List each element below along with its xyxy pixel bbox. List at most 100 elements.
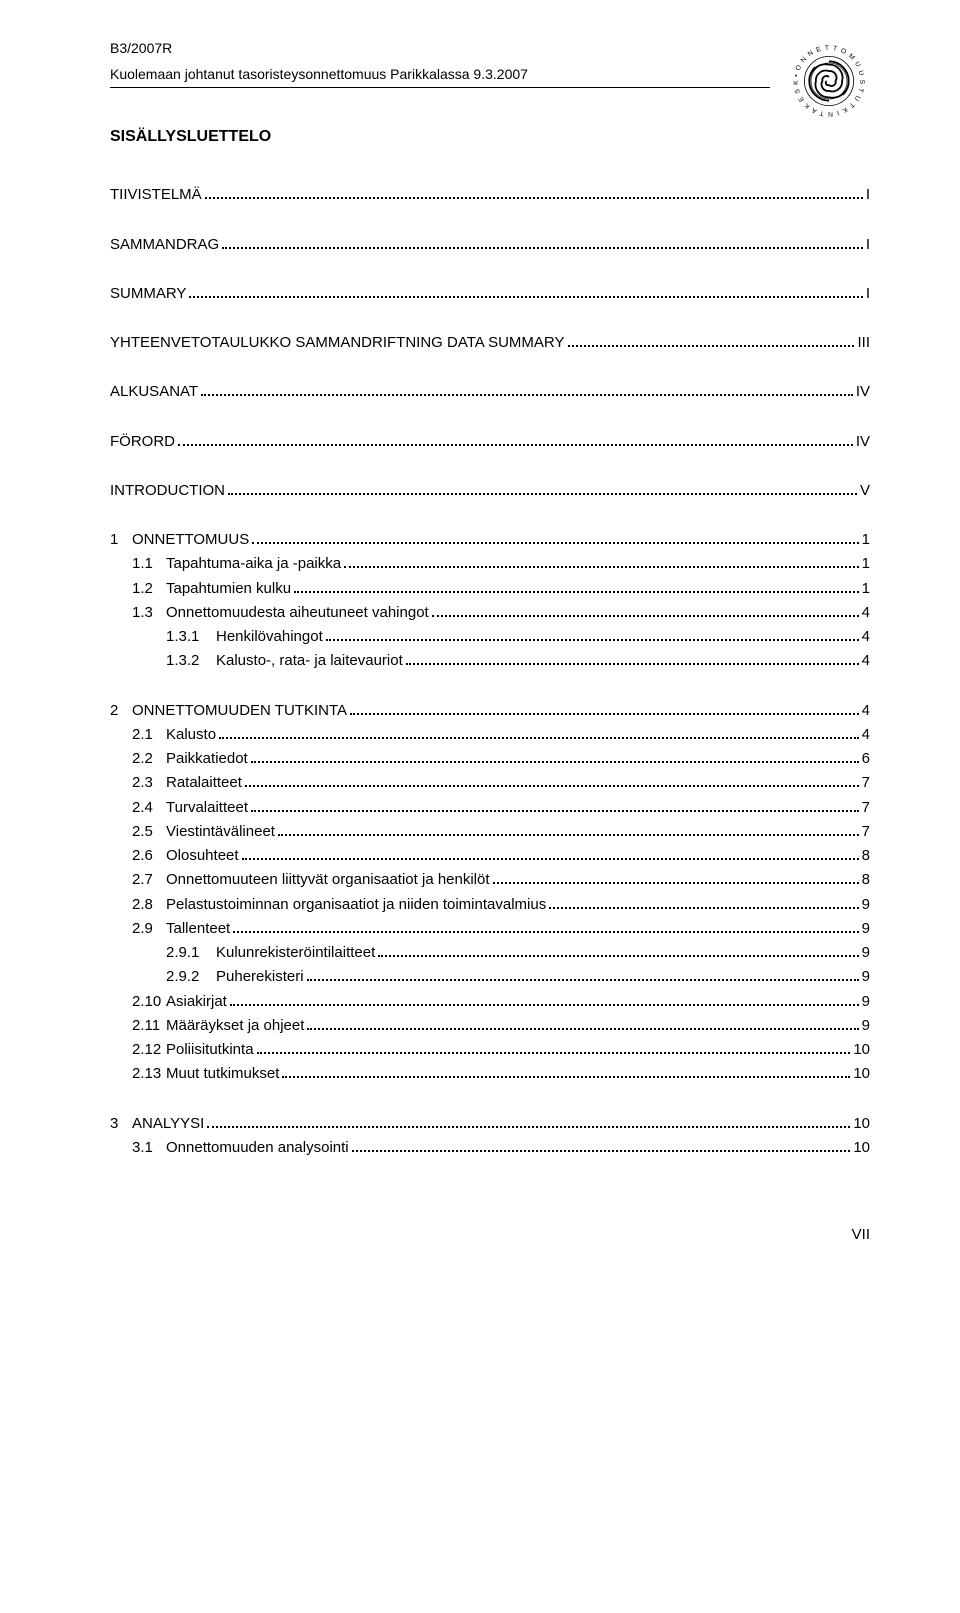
toc-leader-dots [294, 579, 859, 592]
toc-row: 3.1 Onnettomuuden analysointi10 [110, 1139, 870, 1156]
toc-leader-dots [230, 992, 859, 1005]
toc-label: Viestintävälineet [166, 823, 275, 840]
toc-label: Tapahtumien kulku [166, 580, 291, 597]
toc-leader-dots [350, 701, 859, 714]
toc-number: 1.2 [110, 580, 166, 597]
toc-row: 2.9.1 Kulunrekisteröintilaitteet 9 [110, 944, 870, 961]
toc-label: FÖRORD [110, 433, 175, 450]
toc-label: ANALYYSI [132, 1115, 204, 1132]
toc-label: TIIVISTELMÄ [110, 186, 202, 203]
toc-row: 2.7 Onnettomuuteen liittyvät organisaati… [110, 871, 870, 888]
toc-leader-dots [205, 186, 863, 199]
toc-page: 4 [862, 604, 870, 621]
toc-page: 1 [862, 531, 870, 548]
toc-page: 4 [862, 726, 870, 743]
toc-gap [110, 1089, 870, 1107]
toc-label: ONNETTOMUUDEN TUTKINTA [132, 702, 347, 719]
toc-leader-dots [278, 823, 859, 836]
toc-label: Turvalaitteet [166, 799, 248, 816]
toc-row: 3 ANALYYSI 10 [110, 1114, 870, 1131]
toc-gap [110, 506, 870, 524]
toc-page: 1 [862, 580, 870, 597]
toc-label: Kulunrekisteröintilaitteet [216, 944, 375, 961]
toc-page: 9 [862, 993, 870, 1010]
toc-number: 2.1 [110, 726, 166, 743]
toc-leader-dots [282, 1065, 850, 1078]
toc-label: Olosuhteet [166, 847, 239, 864]
toc-gap [110, 358, 870, 376]
toc-page: 7 [862, 823, 870, 840]
page-title: SISÄLLYSLUETTELO [110, 128, 870, 146]
toc-label: Tallenteet [166, 920, 230, 937]
toc-leader-dots [257, 1041, 851, 1054]
toc-leader-dots [326, 628, 859, 641]
toc-page: 9 [862, 968, 870, 985]
toc-page: IV [856, 433, 870, 450]
toc-page: 9 [862, 920, 870, 937]
toc-page: 1 [862, 555, 870, 572]
toc-row: 2.8 Pelastustoiminnan organisaatiot ja n… [110, 895, 870, 912]
toc-label: ALKUSANAT [110, 383, 198, 400]
toc-row: 2.2 Paikkatiedot6 [110, 750, 870, 767]
toc-row: 2.4 Turvalaitteet 7 [110, 798, 870, 815]
toc-number: 2.3 [110, 774, 166, 791]
toc-label: ONNETTOMUUS [132, 531, 249, 548]
toc-row: 1.3.1 Henkilövahingot4 [110, 628, 870, 645]
toc-page: 10 [853, 1041, 870, 1058]
toc-number: 2.7 [110, 871, 166, 888]
toc-page: 9 [862, 896, 870, 913]
toc-number: 1.3.2 [110, 652, 216, 669]
toc-page: 10 [853, 1115, 870, 1132]
toc-number: 2.9.1 [110, 944, 216, 961]
toc-label: Onnettomuuteen liittyvät organisaatiot j… [166, 871, 490, 888]
toc-label: YHTEENVETOTAULUKKO SAMMANDRIFTNING DATA … [110, 334, 565, 351]
toc-leader-dots [245, 774, 859, 787]
toc-page: 7 [862, 799, 870, 816]
toc-label: Poliisitutkinta [166, 1041, 254, 1058]
toc-leader-dots [189, 285, 862, 298]
toc-row: 2.10 Asiakirjat9 [110, 992, 870, 1009]
toc-leader-dots [219, 726, 859, 739]
toc-row: 2.6 Olosuhteet8 [110, 847, 870, 864]
toc-number: 2.2 [110, 750, 166, 767]
toc-gap [110, 260, 870, 278]
toc-row: 2.9 Tallenteet9 [110, 920, 870, 937]
toc-gap [110, 309, 870, 327]
toc-label: Ratalaitteet [166, 774, 242, 791]
toc-row: SUMMARYI [110, 285, 870, 302]
toc-number: 2.5 [110, 823, 166, 840]
footer-page-number: VII [110, 1226, 870, 1243]
toc-row: 2.13 Muut tutkimukset10 [110, 1065, 870, 1082]
toc-gap [110, 210, 870, 228]
toc-page: I [866, 285, 870, 302]
toc-leader-dots [493, 871, 859, 884]
toc-leader-dots [207, 1114, 850, 1127]
spiral-seal-icon: • O N N E T T O M U U S T U T K I N T A … [788, 40, 870, 122]
toc-leader-dots [252, 531, 858, 544]
toc-page: I [866, 186, 870, 203]
toc-page: 9 [862, 944, 870, 961]
toc-leader-dots [406, 652, 859, 665]
toc-row: 2.11 Määräykset ja ohjeet9 [110, 1017, 870, 1034]
toc-label: Kalusto-, rata- ja laitevauriot [216, 652, 403, 669]
toc-leader-dots [242, 847, 859, 860]
toc-number: 2.4 [110, 799, 166, 816]
toc-row: INTRODUCTION V [110, 482, 870, 499]
toc-label: Henkilövahingot [216, 628, 323, 645]
toc-page: I [866, 236, 870, 253]
toc-row: 2.3 Ratalaitteet7 [110, 774, 870, 791]
toc-row: 1.3 Onnettomuudesta aiheutuneet vahingot… [110, 604, 870, 621]
toc-leader-dots [352, 1139, 851, 1152]
toc-row: 2.9.2 Puherekisteri9 [110, 968, 870, 985]
toc-number: 1 [110, 531, 132, 548]
toc-page: 4 [862, 652, 870, 669]
toc-row: SAMMANDRAGI [110, 235, 870, 252]
toc-label: Pelastustoiminnan organisaatiot ja niide… [166, 896, 546, 913]
toc-page: V [860, 482, 870, 499]
toc-number: 3 [110, 1115, 132, 1132]
toc-number: 1.3 [110, 604, 166, 621]
toc-page: III [857, 334, 870, 351]
toc-number: 2.8 [110, 896, 166, 913]
toc-number: 2.6 [110, 847, 166, 864]
toc-leader-dots [432, 604, 859, 617]
